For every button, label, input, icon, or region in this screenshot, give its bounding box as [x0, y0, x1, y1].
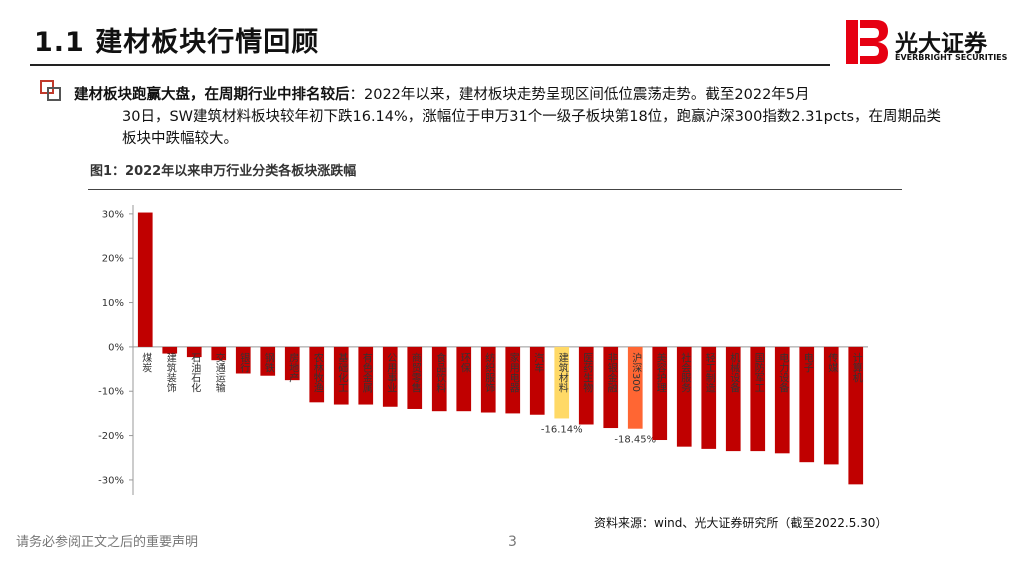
x-tick-label: 机械设备 — [728, 352, 740, 394]
y-tick-label: -20% — [98, 431, 124, 442]
x-tick-label: 有色金属 — [360, 352, 372, 394]
x-tick-label: 计算机 — [850, 352, 862, 384]
x-tick-label: 公用事业 — [385, 353, 397, 393]
x-tick-label: 银行 — [238, 352, 250, 374]
x-tick-label: 医药生物 — [581, 353, 593, 394]
bar — [725, 346, 741, 452]
bar — [701, 346, 717, 449]
bar — [456, 346, 472, 412]
y-tick-label: 0% — [108, 342, 124, 353]
x-tick-label: 汽车 — [532, 352, 544, 374]
y-tick-label: -10% — [98, 387, 124, 398]
x-tick-label: 交通运输 — [213, 352, 225, 394]
y-tick-label: 30% — [102, 209, 124, 220]
bar — [652, 346, 668, 441]
bullet-text: 建材板块跑赢大盘，在周期行业中排名较后：2022年以来，建材板块走势呈现区间低位… — [74, 84, 954, 150]
bullet-text-1: ：2022年以来，建材板块走势呈现区间低位震荡走势。截至2022年5月 — [349, 87, 810, 103]
bar — [260, 346, 276, 376]
bar — [235, 346, 251, 374]
x-tick-label: 农林牧渔 — [311, 352, 323, 394]
bar — [382, 346, 398, 407]
bar — [750, 346, 766, 452]
y-tick-label: 20% — [102, 254, 124, 265]
x-tick-label: 建筑材料 — [556, 352, 568, 394]
bar — [578, 346, 594, 425]
x-tick-label: 环保 — [458, 353, 470, 374]
title-rule — [30, 64, 830, 66]
x-tick-label: 国防军工 — [752, 353, 764, 393]
slide-title: 1.1 建材板块行情回顾 — [34, 27, 320, 58]
bar — [186, 346, 202, 358]
x-tick-label: 房地产 — [287, 352, 299, 384]
bar — [603, 346, 619, 429]
bar — [529, 346, 545, 415]
value-label: -18.45% — [614, 435, 656, 446]
bar — [333, 346, 349, 405]
bar — [211, 346, 227, 361]
x-tick-label: 电子 — [801, 352, 813, 373]
figure-caption: 图1：2022年以来申万行业分类各板块涨跌幅 — [90, 164, 357, 179]
x-tick-label: 建筑装饰 — [164, 352, 176, 394]
caption-rule — [88, 189, 902, 190]
bar — [162, 346, 178, 354]
bar — [823, 346, 839, 465]
bar — [774, 346, 790, 454]
x-tick-label: 电力设备 — [777, 352, 789, 394]
x-tick-label: 美容护理 — [654, 352, 666, 393]
x-tick-label: 钢铁 — [262, 352, 274, 374]
bullet-icon — [40, 80, 61, 101]
bar — [554, 346, 570, 419]
bar — [848, 346, 864, 485]
y-tick-label: -30% — [98, 475, 124, 486]
logo-subtext: EVERBRIGHT SECURITIES — [895, 53, 1008, 62]
x-tick-label: 非银金融 — [605, 353, 617, 394]
x-tick-label: 石油石化 — [189, 353, 201, 393]
x-tick-label: 家用电器 — [507, 352, 519, 394]
bar — [284, 346, 300, 381]
x-tick-label: 沪深300 — [630, 352, 642, 392]
bar — [627, 346, 643, 429]
bar — [505, 346, 521, 414]
bar — [676, 346, 692, 447]
bar — [137, 212, 153, 347]
x-tick-label: 食品饮料 — [434, 352, 446, 394]
bar — [799, 346, 815, 463]
x-tick-label: 轻工制造 — [703, 352, 715, 393]
x-tick-label: 传媒 — [826, 353, 838, 374]
x-tick-label: 煤炭 — [140, 352, 152, 374]
x-tick-label: 基础化工 — [336, 352, 348, 393]
footer-note: 请务必参阅正文之后的重要声明 — [16, 535, 199, 550]
bullet-bold: 建材板块跑赢大盘，在周期行业中排名较后 — [74, 87, 350, 103]
page-number: 3 — [508, 534, 517, 550]
x-tick-label: 社会服务 — [679, 352, 691, 394]
bar — [480, 346, 496, 413]
source-note: 资料来源：wind、光大证券研究所（截至2022.5.30） — [594, 516, 888, 530]
bullet-text-2: 30日，SW建筑材料板块较年初下跌16.14%，涨幅位于申万31个一级子板块第1… — [122, 109, 942, 147]
logo-icon — [846, 20, 888, 64]
bar — [358, 346, 374, 405]
bar — [309, 346, 325, 403]
bar — [431, 346, 447, 412]
x-tick-label: 纺织服饰 — [483, 352, 495, 394]
x-tick-label: 商贸零售 — [409, 352, 421, 394]
y-tick-label: 10% — [102, 298, 124, 309]
bar — [407, 346, 423, 409]
logo-text: 光大证券 — [895, 31, 987, 57]
value-label: -16.14% — [541, 424, 583, 435]
